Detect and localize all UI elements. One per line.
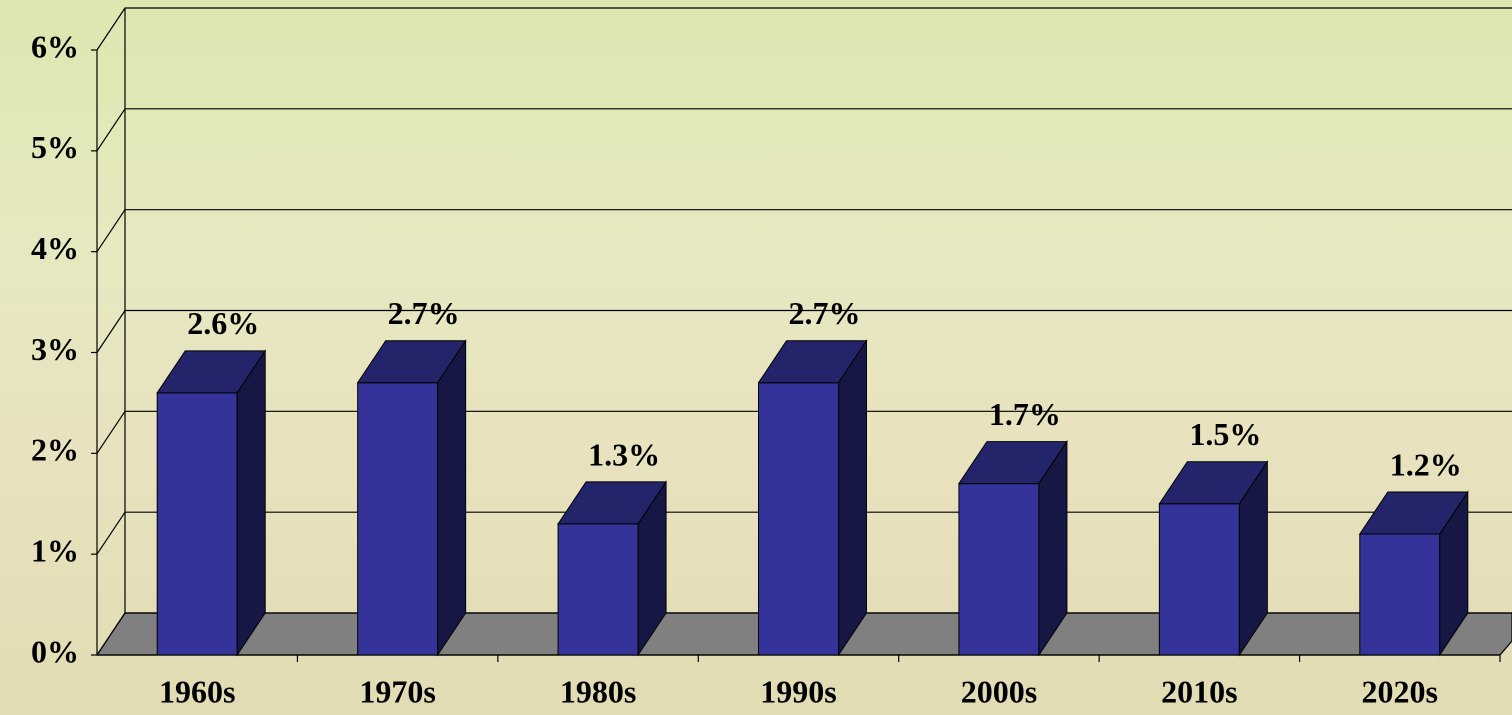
value-label: 2.7% — [388, 295, 460, 331]
bar-face — [839, 341, 867, 655]
bar-face — [558, 524, 638, 655]
x-tick-label: 2010s — [1161, 673, 1237, 709]
y-tick-label: 0% — [31, 633, 79, 669]
bar-face — [237, 351, 265, 655]
bar — [157, 351, 265, 655]
bar — [558, 482, 666, 655]
bar-face — [759, 383, 839, 655]
bar — [1360, 492, 1468, 655]
x-tick-label: 1960s — [159, 673, 235, 709]
grid-line — [97, 109, 1512, 151]
bar-face — [1159, 504, 1239, 655]
value-label: 2.7% — [789, 295, 861, 331]
bar — [959, 442, 1067, 655]
chart: 0% 1% 2% 3% 4% 5% 6% 1960s 2.6% 1970s 2.7% 1980s 1.3… — [0, 0, 1512, 715]
bar — [759, 341, 867, 655]
value-label: 1.7% — [989, 396, 1061, 432]
x-tick-label: 2020s — [1362, 673, 1438, 709]
x-tick-label: 1990s — [760, 673, 836, 709]
grid-line — [97, 8, 1512, 50]
y-tick-label: 1% — [31, 533, 79, 569]
bar-face — [157, 393, 237, 655]
bar — [358, 341, 466, 655]
y-tick-label: 4% — [31, 230, 79, 266]
value-label: 1.2% — [1390, 446, 1462, 482]
value-label: 1.5% — [1189, 416, 1261, 452]
value-label: 1.3% — [588, 436, 660, 472]
bar-face — [959, 484, 1039, 655]
bar-face — [438, 341, 466, 655]
bar-face — [1360, 534, 1440, 655]
value-label: 2.6% — [187, 305, 259, 341]
x-tick-label: 1980s — [560, 673, 636, 709]
y-tick-label: 6% — [31, 28, 79, 64]
grid-line — [97, 210, 1512, 252]
x-tick-label: 2000s — [961, 673, 1037, 709]
y-tick-label: 5% — [31, 129, 79, 165]
bar-face — [358, 383, 438, 655]
y-tick-label: 3% — [31, 331, 79, 367]
y-tick-label: 2% — [31, 432, 79, 468]
x-tick-label: 1970s — [359, 673, 435, 709]
bar — [1159, 462, 1267, 655]
